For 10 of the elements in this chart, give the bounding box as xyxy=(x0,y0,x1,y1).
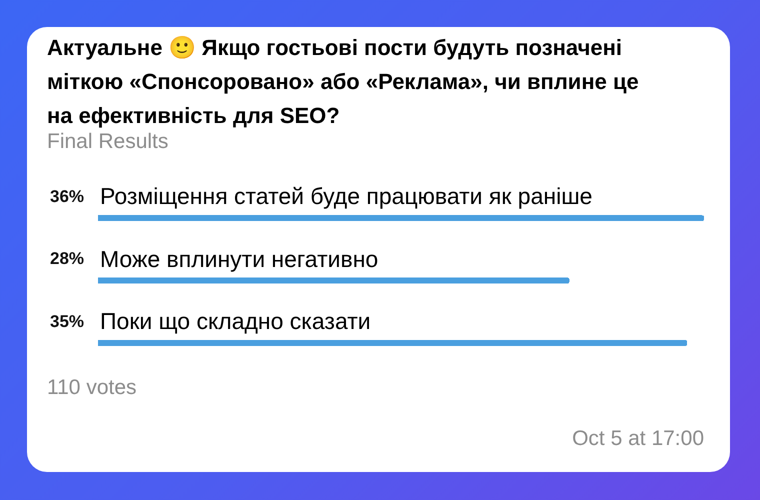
data-label: 28% xyxy=(50,249,84,268)
data-label: 36% xyxy=(50,187,84,206)
y-tick-label: Поки що складно сказати xyxy=(100,308,371,334)
data-label: 35% xyxy=(50,312,84,331)
chart-title: Актуальне 🙂 Якщо гостьові пости будуть позначені міткою «Спонсоровано» або «Реклама», чи вплине це на ефективність для SEO? xyxy=(47,35,639,128)
y-tick-label: Розміщення статей буде працювати як раніше xyxy=(100,183,592,209)
y-tick-label: Може вплинути негативно xyxy=(100,246,378,272)
text: 110 votes xyxy=(47,376,137,400)
text: Oct 5 at 17:00 xyxy=(572,427,704,451)
chart-subtitle: Final Results xyxy=(47,130,168,154)
